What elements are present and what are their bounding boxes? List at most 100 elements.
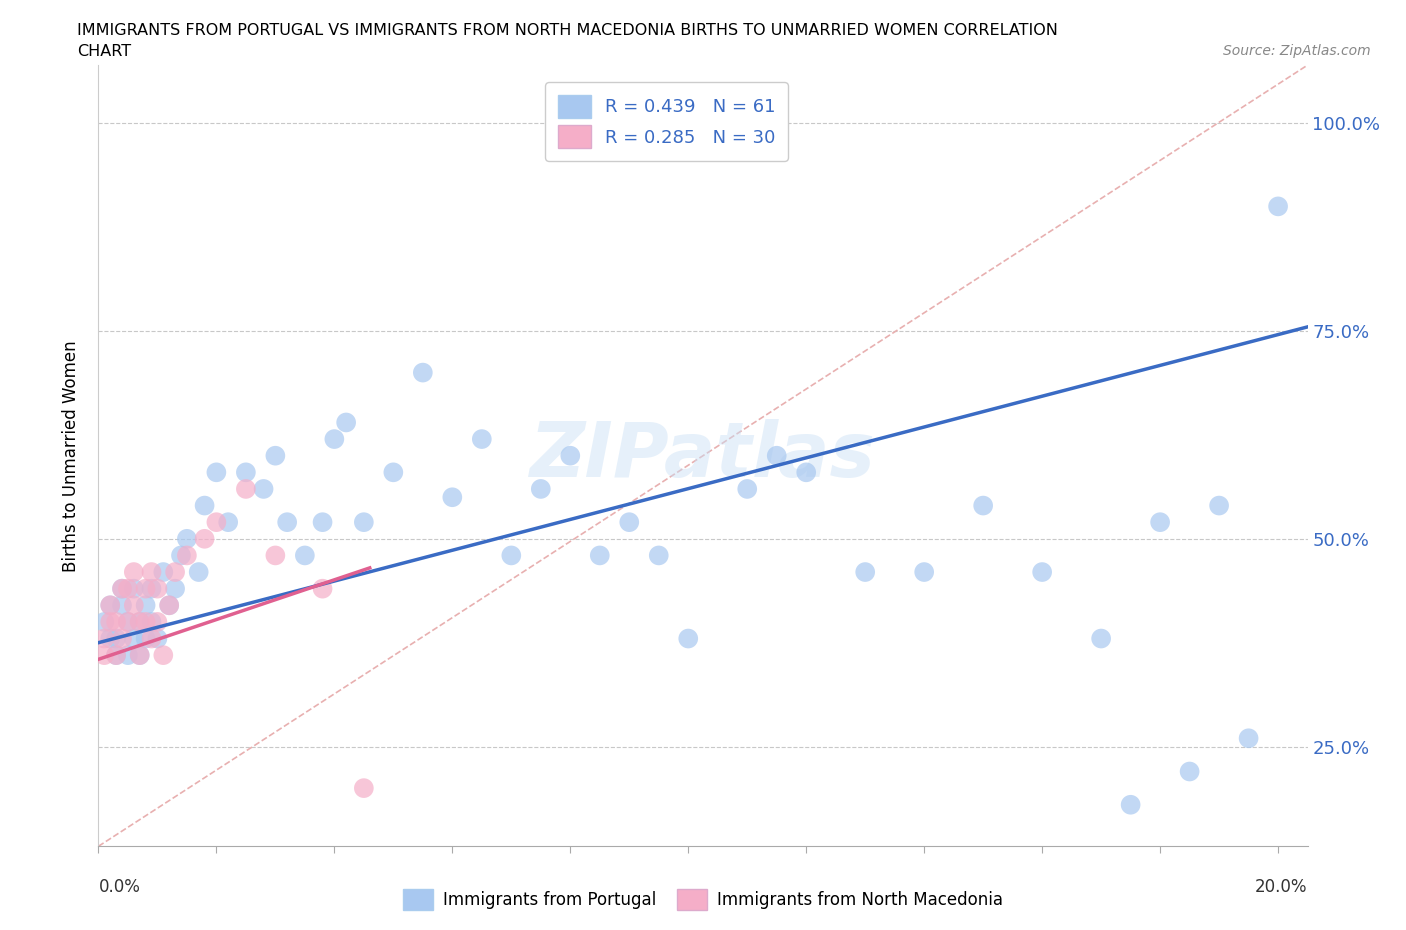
Point	[122, 565, 145, 579]
Point	[648, 548, 671, 563]
Point	[157, 598, 180, 613]
Point	[141, 631, 163, 646]
Point	[135, 581, 157, 596]
Point	[135, 598, 157, 613]
Point	[765, 448, 787, 463]
Point	[117, 581, 139, 596]
Point	[128, 647, 150, 662]
Point	[1267, 199, 1289, 214]
Point	[146, 615, 169, 630]
Point	[311, 581, 333, 596]
Point	[93, 615, 115, 630]
Point	[146, 581, 169, 596]
Point	[128, 647, 150, 662]
Point	[217, 514, 239, 529]
Point	[1149, 514, 1171, 529]
Text: 20.0%: 20.0%	[1256, 878, 1308, 896]
Point	[105, 631, 128, 646]
Point	[98, 631, 121, 646]
Point	[294, 548, 316, 563]
Point	[122, 631, 145, 646]
Point	[152, 647, 174, 662]
Point	[205, 514, 228, 529]
Point	[194, 531, 217, 546]
Point	[194, 498, 217, 513]
Point	[98, 598, 121, 613]
Point	[146, 631, 169, 646]
Point	[105, 647, 128, 662]
Point	[264, 548, 287, 563]
Point	[93, 647, 115, 662]
Text: 0.0%: 0.0%	[98, 878, 141, 896]
Point	[205, 465, 228, 480]
Point	[165, 565, 187, 579]
Point	[111, 581, 134, 596]
Legend: Immigrants from Portugal, Immigrants from North Macedonia: Immigrants from Portugal, Immigrants fro…	[396, 883, 1010, 917]
Point	[141, 581, 163, 596]
Text: Source: ZipAtlas.com: Source: ZipAtlas.com	[1223, 44, 1371, 58]
Point	[589, 548, 612, 563]
Point	[264, 448, 287, 463]
Point	[165, 581, 187, 596]
Point	[117, 647, 139, 662]
Legend: R = 0.439   N = 61, R = 0.285   N = 30: R = 0.439 N = 61, R = 0.285 N = 30	[546, 82, 789, 161]
Point	[382, 465, 405, 480]
Point	[353, 514, 375, 529]
Point	[1208, 498, 1230, 513]
Point	[530, 482, 553, 497]
Point	[335, 415, 357, 430]
Point	[152, 565, 174, 579]
Point	[323, 432, 346, 446]
Point	[117, 615, 139, 630]
Point	[412, 365, 434, 380]
Point	[276, 514, 298, 529]
Point	[1090, 631, 1112, 646]
Point	[972, 498, 994, 513]
Text: ZIPatlas: ZIPatlas	[530, 418, 876, 493]
Point	[111, 581, 134, 596]
Point	[141, 615, 163, 630]
Text: IMMIGRANTS FROM PORTUGAL VS IMMIGRANTS FROM NORTH MACEDONIA BIRTHS TO UNMARRIED : IMMIGRANTS FROM PORTUGAL VS IMMIGRANTS F…	[77, 23, 1059, 38]
Point	[735, 482, 758, 497]
Point	[128, 615, 150, 630]
Point	[93, 631, 115, 646]
Point	[111, 598, 134, 613]
Point	[560, 448, 582, 463]
Point	[1031, 565, 1053, 579]
Point	[128, 615, 150, 630]
Point	[1237, 731, 1260, 746]
Point	[794, 465, 817, 480]
Point	[176, 548, 198, 563]
Point	[1119, 797, 1142, 812]
Point	[98, 598, 121, 613]
Point	[235, 482, 257, 497]
Point	[117, 615, 139, 630]
Point	[252, 482, 274, 497]
Point	[353, 780, 375, 795]
Text: CHART: CHART	[77, 44, 131, 59]
Point	[853, 565, 876, 579]
Point	[98, 615, 121, 630]
Point	[441, 490, 464, 505]
Point	[157, 598, 180, 613]
Point	[111, 631, 134, 646]
Point	[1178, 764, 1201, 779]
Point	[187, 565, 209, 579]
Point	[501, 548, 523, 563]
Point	[105, 615, 128, 630]
Y-axis label: Births to Unmarried Women: Births to Unmarried Women	[62, 339, 80, 572]
Point	[141, 565, 163, 579]
Point	[912, 565, 935, 579]
Point	[135, 615, 157, 630]
Point	[122, 581, 145, 596]
Point	[678, 631, 700, 646]
Point	[311, 514, 333, 529]
Point	[105, 647, 128, 662]
Point	[619, 514, 641, 529]
Point	[235, 465, 257, 480]
Point	[122, 598, 145, 613]
Point	[176, 531, 198, 546]
Point	[170, 548, 193, 563]
Point	[135, 631, 157, 646]
Point	[471, 432, 494, 446]
